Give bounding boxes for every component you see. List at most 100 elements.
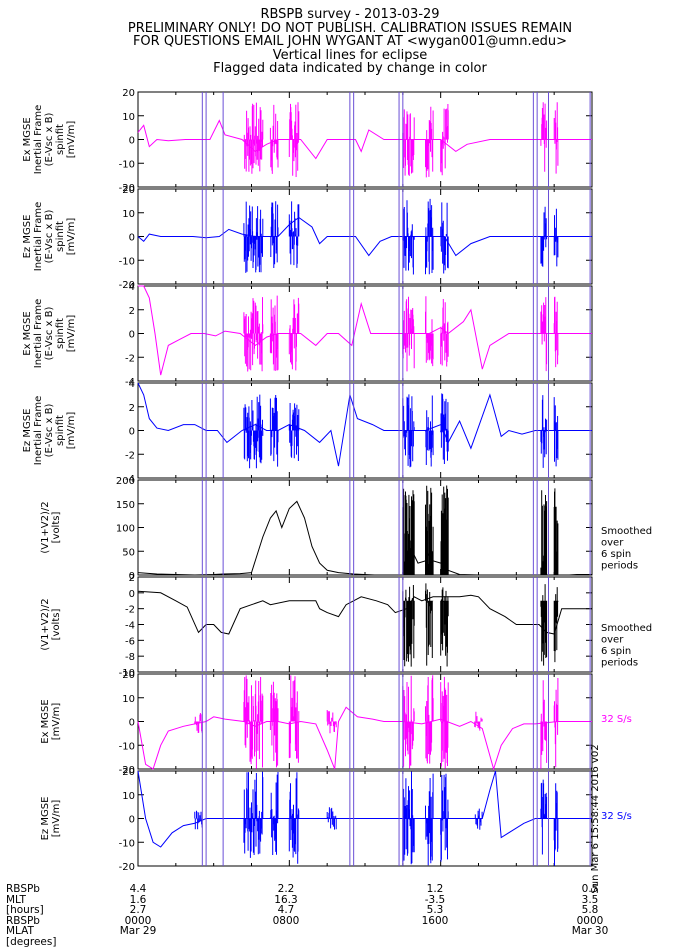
y-tick-label: -2	[125, 353, 135, 364]
y-tick-label: -2	[125, 605, 135, 616]
series-burst	[402, 771, 415, 865]
right-note: over	[601, 538, 624, 549]
y-tick-label: 20	[122, 670, 135, 681]
y-axis-label: (E-Vsc x B)	[44, 112, 55, 166]
series-burst	[440, 676, 449, 769]
y-axis-label: Inertial Frame	[33, 105, 44, 175]
contact-line: FOR QUESTIONS EMAIL JOHN WYGANT AT <wyga…	[132, 34, 568, 49]
y-tick-label: 10	[122, 694, 135, 705]
y-tick-label: -4	[125, 474, 135, 485]
series-line	[138, 285, 592, 376]
y-axis-label: (E-Vsc x B)	[44, 403, 55, 457]
y-tick-label: 0	[129, 330, 135, 341]
series-line	[137, 119, 592, 160]
series-burst	[540, 102, 548, 172]
xaxis-row-label: MLT	[6, 893, 26, 906]
y-tick-label: 10	[122, 209, 135, 220]
y-axis-label: [mV/m]	[51, 800, 62, 838]
xaxis-row-label: MLAT	[6, 925, 34, 937]
y-axis-label: spinfit	[55, 318, 66, 349]
y-tick-label: -10	[119, 838, 135, 849]
y-tick-label: 2	[129, 306, 135, 317]
y-tick-label: 150	[116, 500, 135, 511]
right-note: periods	[601, 658, 638, 669]
series-line	[137, 590, 592, 635]
right-note: Smoothed	[601, 526, 652, 537]
y-tick-label: -8	[125, 652, 135, 663]
y-tick-label: 2	[129, 573, 135, 584]
y-axis-label: Ez MGSE	[40, 797, 51, 841]
series-burst	[402, 296, 415, 372]
y-tick-label: 10	[122, 791, 135, 802]
y-tick-label: -10	[119, 741, 135, 752]
series-burst	[540, 297, 548, 372]
right-note: 32 S/s	[601, 714, 632, 725]
y-axis-label: [mV/m]	[66, 218, 77, 256]
y-axis-label: [mV/m]	[66, 315, 77, 353]
survey-title: RBSPB survey - 2013-03-29	[260, 7, 440, 22]
xaxis-col1: 2.2 16.3 4.7 0800	[256, 884, 316, 926]
y-tick-label: 10	[122, 112, 135, 123]
series-burst	[269, 772, 279, 855]
series-burst	[425, 773, 434, 866]
right-note: 6 spin	[601, 646, 631, 657]
y-axis-label: [mV/m]	[66, 412, 77, 450]
xaxis-value: 2.7	[129, 904, 147, 916]
series-burst	[402, 675, 415, 769]
xaxis-value: 4.7	[277, 904, 295, 916]
series-burst	[540, 779, 548, 855]
y-axis-label: [volts]	[51, 609, 62, 641]
xaxis-value: 1600	[421, 914, 449, 927]
series-burst	[553, 488, 559, 576]
series-line	[137, 216, 592, 257]
y-tick-label: -20	[119, 765, 135, 776]
y-tick-label: -10	[119, 256, 135, 267]
series-burst	[288, 675, 300, 763]
y-tick-label: -20	[119, 183, 135, 194]
y-axis-label: [volts]	[51, 512, 62, 544]
series-burst	[402, 109, 415, 176]
series-burst	[243, 102, 264, 174]
xaxis-col3: 0.5 3.5 5.8 0000 Mar 30	[560, 884, 620, 937]
series-burst	[269, 681, 279, 768]
series-burst	[553, 102, 559, 174]
xaxis-value: 4.4	[129, 883, 147, 895]
series-burst	[425, 106, 434, 178]
series-burst	[553, 208, 559, 267]
xaxis-value: Mar 29	[119, 925, 157, 937]
y-tick-label: 20	[122, 767, 135, 778]
y-tick-label: 0	[129, 233, 135, 244]
series-burst	[553, 397, 559, 467]
series-burst	[553, 783, 559, 866]
series-burst	[440, 104, 449, 176]
series-burst	[425, 296, 434, 367]
series-burst	[243, 201, 264, 273]
xaxis-col0: 4.4 1.6 2.7 0000 Mar 29	[108, 884, 168, 937]
y-axis-label: Ex MGSE	[40, 699, 51, 743]
series-burst	[288, 297, 300, 371]
y-axis-label: (V1+V2)/2	[40, 598, 51, 650]
y-tick-label: 0	[129, 589, 135, 600]
series-burst	[269, 201, 279, 268]
y-tick-label: -4	[125, 377, 135, 388]
series-noise	[474, 808, 483, 830]
y-tick-label: -20	[119, 280, 135, 291]
y-axis-label: (E-Vsc x B)	[44, 306, 55, 360]
plot-header: RBSPB survey - 2013-03-29 PRELIMINARY ON…	[0, 8, 700, 76]
series-burst	[440, 299, 449, 367]
xaxis-value: 1.6	[129, 893, 147, 906]
y-axis-label: Inertial Frame	[33, 396, 44, 466]
series-burst	[243, 394, 264, 469]
series-burst	[402, 585, 415, 667]
series-burst	[402, 200, 415, 275]
series-burst	[553, 678, 559, 768]
y-tick-label: 0	[129, 571, 135, 582]
xaxis-value: 2.2	[277, 883, 295, 895]
right-note: 32 S/s	[601, 811, 632, 822]
y-tick-label: -4	[125, 621, 135, 632]
y-tick-label: 50	[122, 547, 135, 558]
xaxis-value: 5.8	[581, 904, 599, 916]
y-axis-label: Ex MGSE	[22, 311, 33, 355]
series-burst	[540, 584, 548, 666]
series-burst	[425, 395, 434, 467]
